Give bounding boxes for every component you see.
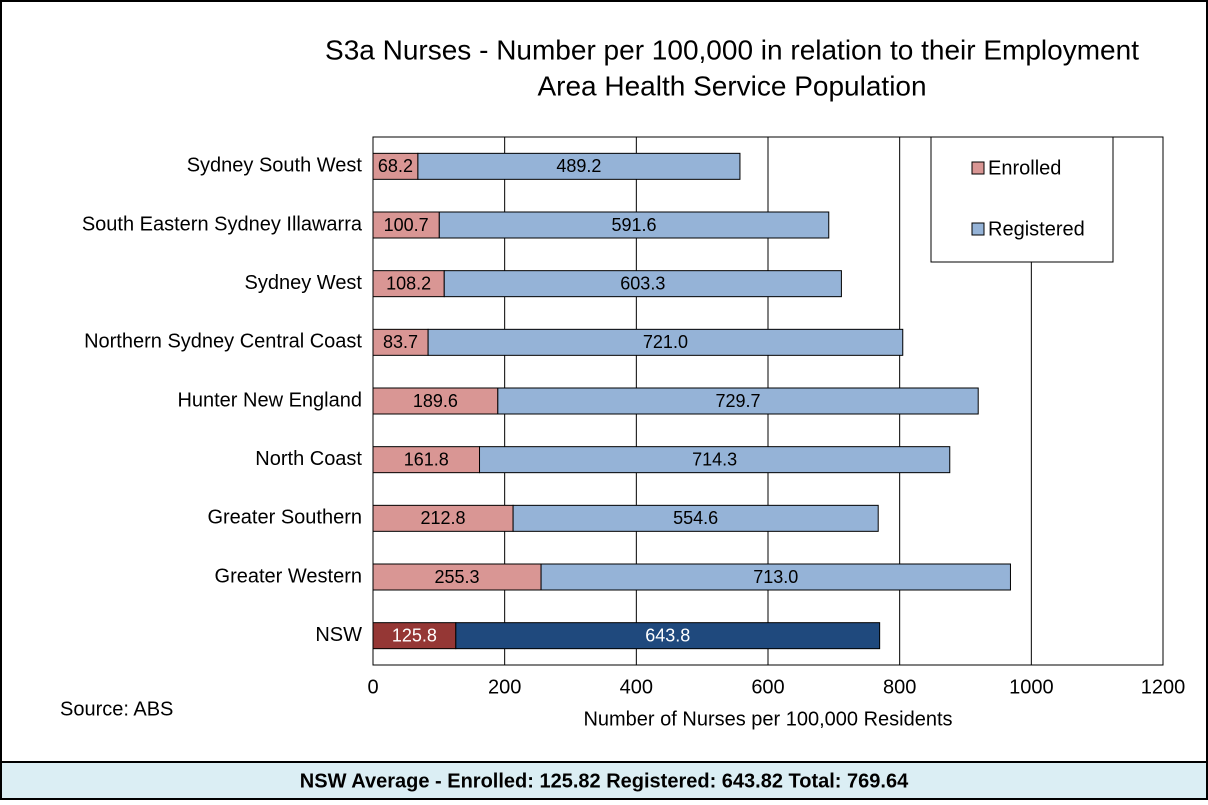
data-label: 489.2 <box>556 156 601 176</box>
source: Source: ABS <box>60 698 173 720</box>
data-label: 643.8 <box>645 625 690 645</box>
data-label: 212.8 <box>421 508 466 528</box>
y-tick-label: Northern Sydney Central Coast <box>84 331 362 353</box>
data-label: 189.6 <box>413 391 458 411</box>
data-label: 603.3 <box>620 273 665 293</box>
y-tick-label: NSW <box>315 624 362 646</box>
bar <box>372 446 481 474</box>
legend-swatch <box>971 222 985 236</box>
bar <box>372 622 457 650</box>
y-tick-label: Sydney South West <box>187 155 363 177</box>
data-label: 68.2 <box>378 156 413 176</box>
data-label: 100.7 <box>384 215 429 235</box>
bar <box>479 446 951 474</box>
chart-title: Area Health Service Population <box>537 70 926 101</box>
data-label: 591.6 <box>612 215 657 235</box>
bar <box>417 152 741 180</box>
bar <box>497 387 979 415</box>
x-tick-label: 200 <box>488 676 521 698</box>
x-tick-label: 400 <box>620 676 653 698</box>
data-label: 721.0 <box>643 332 688 352</box>
legend-swatch <box>971 161 985 175</box>
y-tick-label: Sydney West <box>245 272 363 294</box>
x-tick-label: 0 <box>367 676 378 698</box>
x-tick-label: 1000 <box>1009 676 1054 698</box>
bar <box>438 211 830 239</box>
bar <box>540 563 1011 591</box>
legend <box>930 136 1114 263</box>
y-tick-label: North Coast <box>255 448 362 470</box>
x-axis-label: Number of Nurses per 100,000 Residents <box>583 708 952 730</box>
data-label: 713.0 <box>753 567 798 587</box>
data-label: 255.3 <box>435 567 480 587</box>
y-tick-label: South Eastern Sydney Illawarra <box>82 213 363 235</box>
bar <box>372 211 440 239</box>
bar <box>455 622 881 650</box>
bar <box>372 152 419 180</box>
data-label: 125.8 <box>392 625 437 645</box>
bar <box>512 504 879 532</box>
legend-label: Enrolled <box>988 157 1061 179</box>
data-label: 108.2 <box>386 273 431 293</box>
bar <box>372 504 514 532</box>
chart-title: S3a Nurses - Number per 100,000 in relat… <box>325 34 1139 65</box>
x-tick-label: 600 <box>751 676 784 698</box>
x-tick-label: 1200 <box>1141 676 1186 698</box>
data-label: 554.6 <box>673 508 718 528</box>
legend-label: Registered <box>988 218 1085 240</box>
data-label: 83.7 <box>383 332 418 352</box>
y-tick-label: Greater Western <box>215 565 362 587</box>
data-label: 161.8 <box>404 449 449 469</box>
data-label: 714.3 <box>692 449 737 469</box>
x-tick-label: 800 <box>883 676 916 698</box>
y-tick-label: Greater Southern <box>207 507 362 529</box>
bar <box>427 328 904 356</box>
footer-band <box>0 761 1208 800</box>
footer: NSW Average - Enrolled: 125.82 Registere… <box>300 770 909 792</box>
data-label: 729.7 <box>715 391 760 411</box>
bar <box>443 270 842 298</box>
y-tick-label: Hunter New England <box>177 389 362 411</box>
